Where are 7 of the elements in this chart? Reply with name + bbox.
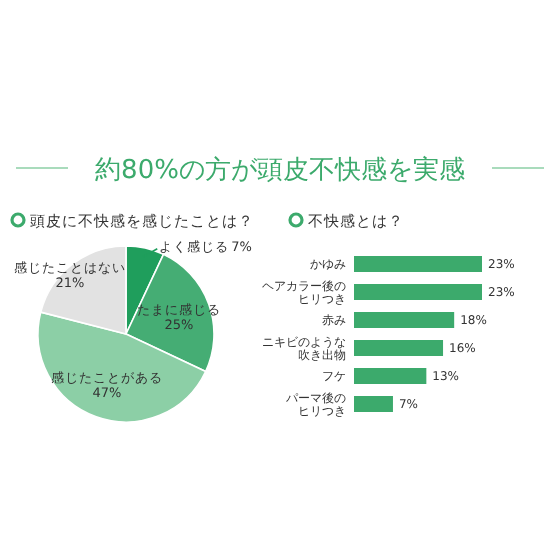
bar (354, 340, 444, 356)
bar (354, 256, 482, 272)
bar (354, 284, 482, 300)
chart-title: 約80%の方が頭皮不快感を実感 (95, 154, 465, 186)
bar (354, 368, 427, 384)
bar (354, 312, 455, 328)
bar (354, 396, 393, 412)
